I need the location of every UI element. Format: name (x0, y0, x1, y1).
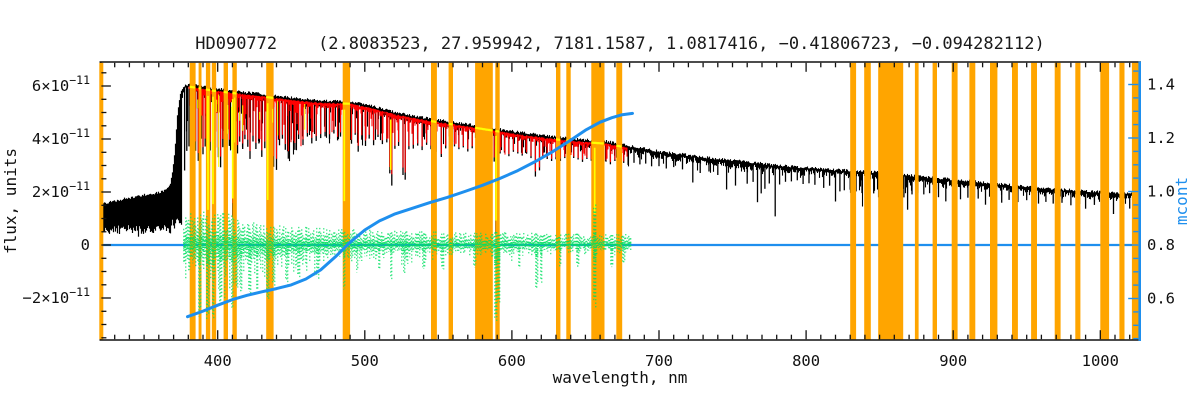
residuals-layer (183, 204, 632, 322)
svg-text:0.6: 0.6 (1147, 290, 1175, 308)
svg-text:0.8: 0.8 (1147, 236, 1175, 254)
plot-layers: 400 500 600 700 800 900 1000 −2×10−11 0 2×10−11 4×… (23, 61, 1175, 370)
svg-text:1.4: 1.4 (1147, 76, 1175, 94)
svg-text:1.0: 1.0 (1147, 183, 1175, 201)
axes-and-ticks: 400 500 600 700 800 900 1000 −2×10−11 0 2×10−11 4×… (23, 61, 1175, 370)
y-axis-label-left: flux, units (1, 148, 20, 254)
fitted-model-layer (188, 86, 628, 219)
svg-text:6×10−11: 6×10−11 (32, 73, 90, 95)
svg-text:800: 800 (792, 352, 820, 370)
svg-text:1000: 1000 (1082, 352, 1119, 370)
svg-text:600: 600 (498, 352, 526, 370)
svg-text:1.2: 1.2 (1147, 129, 1175, 147)
plot-title: HD090772 (2.8083523, 27.959942, 7181.158… (195, 34, 1045, 54)
mcont-curve-layer (186, 111, 634, 319)
y-axis-label-right: mcont (1172, 177, 1191, 225)
svg-text:0: 0 (81, 236, 90, 254)
svg-text:4×10−11: 4×10−11 (32, 126, 90, 148)
svg-text:−2×10−11: −2×10−11 (23, 285, 91, 307)
svg-text:400: 400 (204, 352, 232, 370)
svg-text:900: 900 (939, 352, 967, 370)
masked-model-layer (189, 85, 622, 221)
svg-text:700: 700 (645, 352, 673, 370)
x-axis-label: wavelength, nm (553, 368, 688, 387)
svg-text:2×10−11: 2×10−11 (32, 179, 90, 201)
svg-text:500: 500 (351, 352, 379, 370)
